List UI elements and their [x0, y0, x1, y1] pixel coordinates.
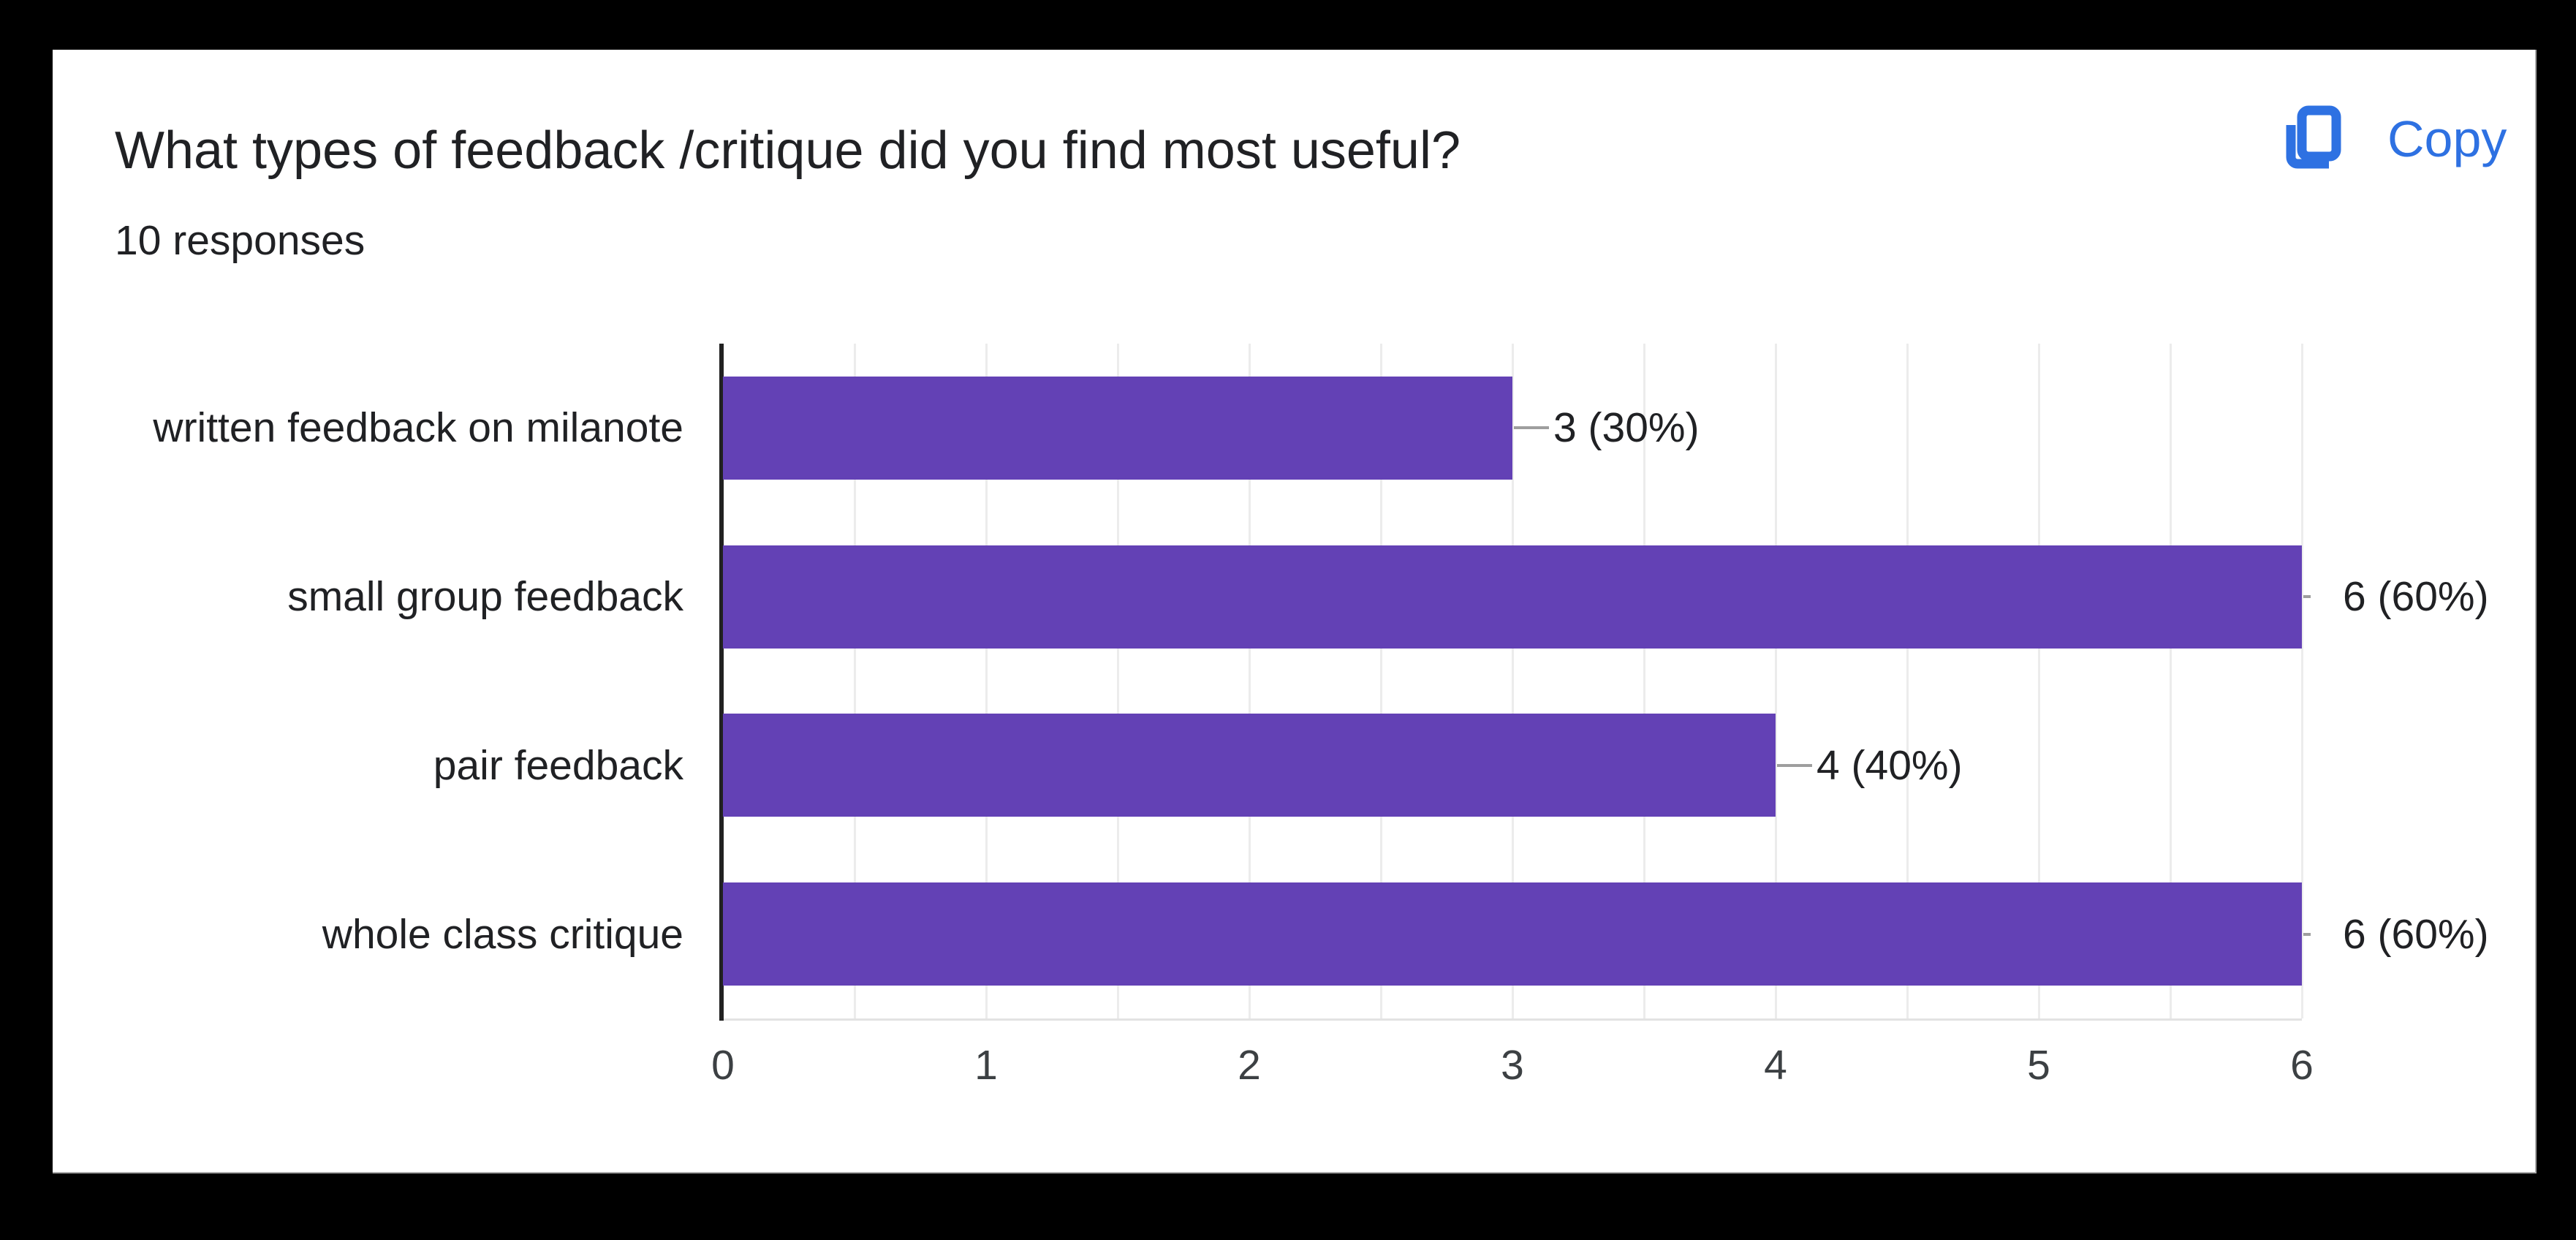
x-tick-label: 2: [1238, 1042, 1261, 1089]
chart-gridline: [985, 344, 988, 1018]
chart-gridline: [1511, 344, 1514, 1018]
chart-gridline: [1643, 344, 1645, 1018]
x-axis-baseline: [723, 1018, 2302, 1021]
chart-gridline: [1248, 344, 1251, 1018]
x-tick-label: 1: [974, 1042, 998, 1089]
response-count: 10 responses: [115, 217, 365, 264]
chart-gridline: [853, 344, 856, 1018]
copy-icon: [2286, 105, 2341, 169]
value-label: 4 (40%): [1817, 741, 1963, 789]
x-tick-label: 6: [2290, 1042, 2314, 1089]
value-leader-line: [1514, 426, 1549, 430]
chart-gridline: [2037, 344, 2040, 1018]
value-leader-line: [2303, 932, 2311, 936]
chart-gridline: [1774, 344, 1777, 1018]
value-label: 3 (30%): [1553, 404, 1700, 452]
value-leader-line: [2303, 595, 2311, 599]
question-title: What types of feedback /critique did you…: [115, 121, 1461, 180]
bar: [723, 376, 1512, 480]
category-label: pair feedback: [433, 741, 683, 789]
category-label: small group feedback: [287, 573, 683, 621]
value-label: 6 (60%): [2343, 910, 2489, 958]
x-tick-label: 3: [1501, 1042, 1524, 1089]
y-axis-line: [719, 344, 724, 1021]
chart-gridline: [2169, 344, 2172, 1018]
bar: [723, 882, 2302, 986]
chart-gridline: [1379, 344, 1382, 1018]
x-tick-label: 5: [2027, 1042, 2050, 1089]
x-tick-label: 0: [711, 1042, 735, 1089]
chart-gridline: [1116, 344, 1119, 1018]
bar: [723, 714, 1776, 817]
copy-button-label: Copy: [2387, 110, 2507, 167]
category-label: written feedback on milanote: [153, 404, 683, 452]
x-tick-label: 4: [1764, 1042, 1787, 1089]
chart-gridline: [1906, 344, 1909, 1018]
results-card: What types of feedback /critique did you…: [53, 50, 2537, 1173]
category-label: whole class critique: [322, 910, 683, 958]
value-label: 6 (60%): [2343, 573, 2489, 621]
bar-chart: written feedback on milanote 3 (30%) small…: [53, 50, 2535, 1172]
value-leader-line: [1777, 763, 1812, 767]
copy-button[interactable]: Copy: [2268, 95, 2514, 183]
bar: [723, 545, 2302, 649]
chart-gridline: [2300, 344, 2303, 1018]
